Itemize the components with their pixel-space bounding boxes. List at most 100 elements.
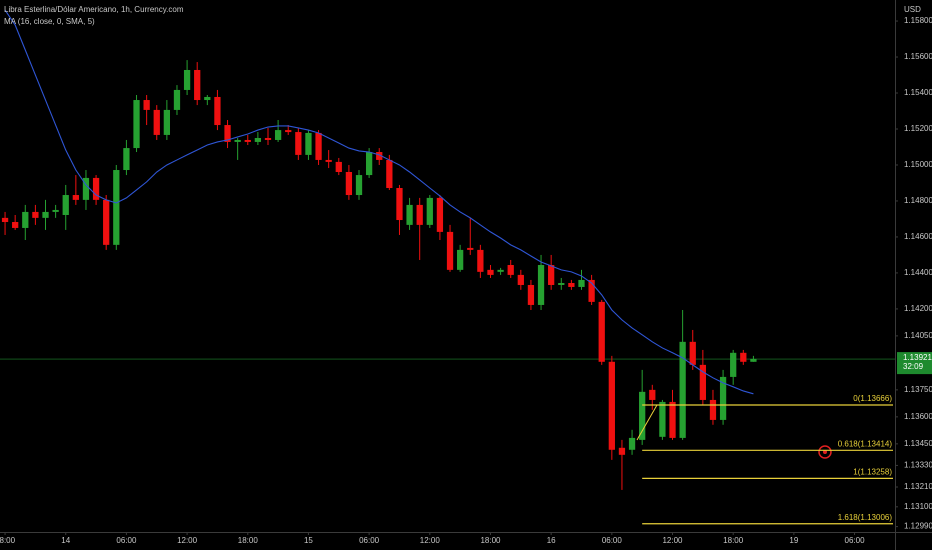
x-tick-label: 19 [789,536,798,545]
candle-body [1,217,9,223]
last-price-label: 1.13921 [903,353,932,362]
candle-body [436,197,444,232]
fib-anchor [636,404,658,441]
candle-body [558,283,565,285]
chart-title: Libra Esterlina/Dólar Americano, 1h, Cur… [4,5,184,14]
candle-body [345,171,353,196]
candle-body [477,249,484,272]
candle-body [730,352,737,377]
candle-body [335,161,342,172]
candle-body [497,269,504,272]
candle-body [62,195,69,215]
moving-average [4,9,754,395]
candle-body [113,170,120,245]
candle-body [406,204,413,225]
candle-body [618,447,626,455]
y-tick-label: 1.14050 [904,331,932,340]
candle-body [355,175,363,196]
countdown-label: 32:09 [903,362,924,371]
candle-body [649,389,656,400]
y-tick-label: 1.15600 [904,52,932,61]
x-tick-label: 18:00 [238,536,259,545]
candle-body [396,188,403,221]
candle-body [234,139,241,142]
currency-label: USD [904,5,921,14]
candle-body [325,159,332,162]
candle-body [254,137,262,142]
candle-body [285,130,292,133]
candle-body [517,274,524,285]
candle-body [548,265,555,285]
y-tick-label: 1.15200 [904,124,932,133]
candle-body [426,197,433,225]
candle-body [214,96,221,126]
y-tick-label: 1.13750 [904,385,932,394]
candle-body [274,130,282,140]
candle-body [315,132,322,160]
candle-body [750,358,757,362]
x-tick-label: 12:00 [177,536,198,545]
candle-body [305,132,312,155]
x-tick-label: 18:00 [723,536,744,545]
x-tick-label: 06:00 [845,536,866,545]
x-tick-label: 18:00 [480,536,501,545]
candle-body [365,152,373,176]
candle-body [264,137,272,140]
x-tick-label: 06:00 [116,536,137,545]
x-tick-label: 18:00 [0,536,16,545]
candle-body [659,401,666,437]
candle-body [173,89,181,110]
candle-body [12,222,19,228]
candle-body [295,132,302,155]
candle-body [82,177,90,200]
candle-body [123,148,130,171]
candle-body [527,284,535,305]
candle-body [376,152,383,160]
y-tick-label: 1.12990 [904,522,932,531]
candle-body [709,399,717,420]
candle-body [133,100,140,149]
candle-body [588,279,595,302]
candle-body [194,69,201,101]
fib-label: 0.618(1.13414) [838,439,893,448]
target-marker [818,445,832,459]
candle-body [457,249,464,270]
y-tick-label: 1.13330 [904,461,932,470]
candle-body [153,109,160,135]
candle-body [669,401,676,438]
candle-body [386,159,393,189]
candle-body [679,341,686,438]
candle-body [537,265,545,305]
candle-body [416,204,423,225]
y-tick-label: 1.13450 [904,439,932,448]
candle-body [32,211,39,218]
candle-body [92,177,100,200]
x-tick-label: 06:00 [602,536,623,545]
y-tick-label: 1.14200 [904,304,932,313]
candle-body [467,247,474,250]
fib-label: 0(1.13666) [853,394,892,403]
x-tick-label: 16 [547,536,556,545]
candle-body [568,283,575,287]
y-tick-label: 1.15800 [904,16,932,25]
fib-label: 1(1.13258) [853,467,892,476]
candle-body [628,437,636,450]
candle-body [52,209,59,212]
indicator-label: MA (16, close, 0, SMA, 5) [4,17,95,26]
x-tick-label: 15 [304,536,313,545]
candle-body [22,211,29,228]
plot-area [0,9,895,490]
candle-body [487,269,494,275]
candle-body [42,211,49,218]
candle-body [446,231,454,270]
candle-body [224,125,231,142]
candle-body [608,361,615,450]
y-tick-label: 1.14400 [904,268,932,277]
candle-body [204,96,211,101]
y-tick-label: 1.13210 [904,482,932,491]
target-dot [823,450,827,454]
candle-body [72,195,79,200]
x-tick-label: 14 [61,536,70,545]
